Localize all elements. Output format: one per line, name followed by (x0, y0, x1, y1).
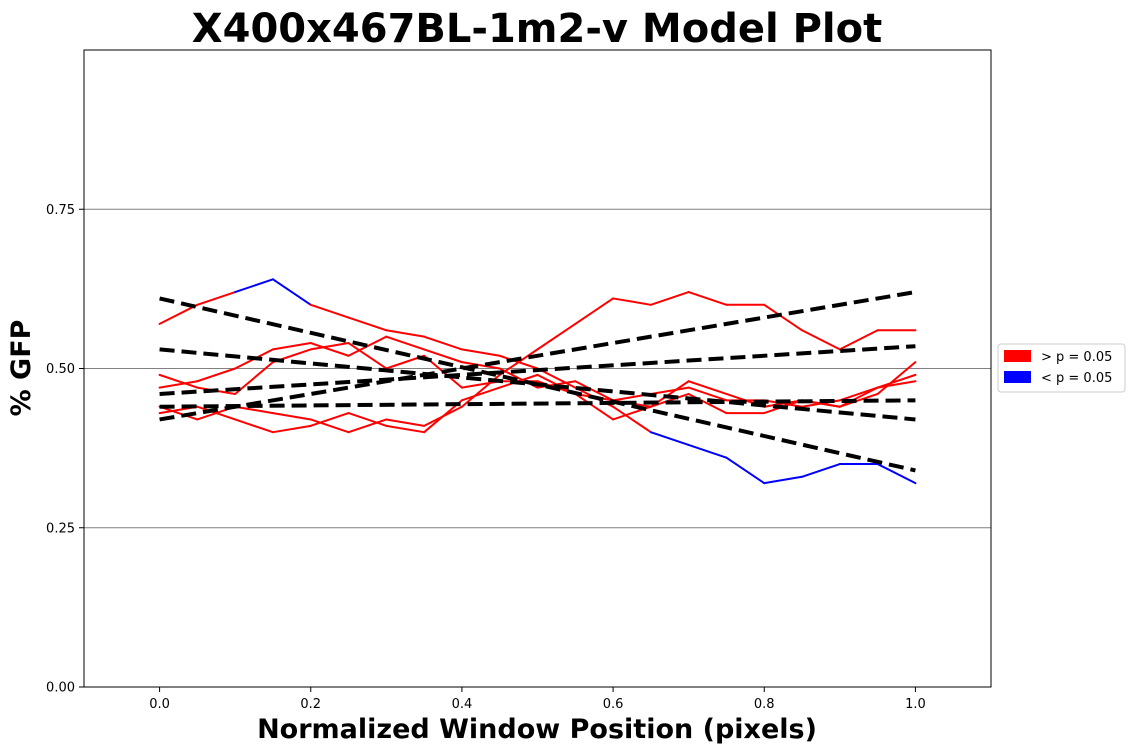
legend-label-1: < p = 0.05 (1041, 371, 1112, 386)
series-1-segment-3 (271, 412, 312, 421)
series-2-segment-2 (234, 361, 274, 395)
series-2-segment-4 (309, 342, 350, 351)
series-0-segment-16 (763, 475, 804, 485)
series-0-segment-6 (385, 329, 426, 338)
fit-line-2 (159, 290, 916, 422)
series-1-segment-13 (649, 291, 690, 306)
series-1-segment-14 (687, 291, 728, 306)
series-0-segment-5 (347, 316, 388, 332)
series-4-segment-0 (158, 380, 199, 389)
series-1-segment-5 (347, 418, 388, 434)
series-3-segment-3 (271, 424, 312, 434)
legend-label-0: > p = 0.05 (1041, 350, 1112, 365)
series-1-segment-12 (612, 297, 652, 306)
series-3-segment-8 (460, 386, 501, 402)
series-4-segment-4 (309, 342, 350, 357)
series-3-segment-11 (574, 392, 615, 421)
series-1-segment-16 (763, 303, 804, 332)
x-tick-label-1: 0.2 (300, 697, 321, 712)
series-1-segment-11 (574, 297, 615, 325)
y-axis-label: % GFP (6, 320, 37, 417)
series-4-segment-11 (574, 380, 615, 402)
series-4-segment-14 (687, 386, 728, 402)
y-axis-ticks: 0.00 0.25 0.50 0.75 (46, 203, 84, 696)
series-0-segment-3 (271, 278, 312, 306)
series-4-segment-19 (876, 380, 917, 389)
fit-line-4 (159, 398, 916, 409)
series-0-segment-2 (234, 278, 274, 294)
series-1-segment-17 (801, 329, 841, 351)
series-0-segment-15 (725, 456, 766, 485)
y-tick-label-3: 0.75 (46, 203, 75, 218)
series-1-segment-10 (536, 322, 577, 351)
series-4-segment-18 (838, 386, 879, 402)
series-3-segment-4 (309, 412, 350, 427)
series-2-segment-18 (838, 386, 879, 408)
fit-line-1 (159, 347, 916, 422)
series-0-segment-13 (649, 431, 690, 446)
y-tick-label-0: 0.00 (46, 681, 75, 696)
series-2-segment-0 (158, 373, 199, 389)
x-axis-label: Normalized Window Position (pixels) (257, 714, 817, 745)
series-0-segment-7 (423, 335, 463, 351)
chart-title: X400x467BL-1m2-v Model Plot (192, 6, 882, 52)
series-3-segment-1 (196, 405, 237, 421)
series-0-segment-17 (801, 463, 841, 478)
fit-line-3 (159, 344, 916, 396)
x-tick-label-4: 0.8 (754, 697, 775, 712)
x-tick-label-3: 0.6 (603, 697, 624, 712)
series-3-segment-5 (347, 412, 388, 427)
series-4-segment-7 (423, 348, 463, 364)
series-4-segment-5 (347, 335, 388, 357)
series-1-segment-0 (158, 405, 199, 421)
fit-lines-group (159, 290, 916, 473)
series-0-segment-14 (687, 443, 728, 459)
series-4-segment-3 (271, 342, 312, 351)
series-0-segment-1 (196, 291, 237, 306)
series-4-segment-6 (385, 335, 426, 351)
series-4-segment-16 (763, 399, 804, 408)
x-axis-ticks: 0.0 0.2 0.4 0.6 0.8 1.0 (149, 687, 926, 712)
series-4-segment-13 (649, 386, 690, 395)
series-1-segment-4 (309, 418, 350, 434)
series-4-segment-8 (460, 361, 501, 370)
legend-swatch-0 (1004, 350, 1031, 362)
legend: > p = 0.05 < p = 0.05 (997, 343, 1126, 393)
series-0-segment-4 (309, 303, 350, 319)
series-3-segment-6 (385, 424, 426, 434)
series-2-segment-5 (347, 342, 388, 370)
series-4-segment-1 (196, 367, 237, 383)
x-tick-label-5: 1.0 (905, 697, 926, 712)
series-0-segment-0 (158, 303, 199, 325)
x-tick-label-0: 0.0 (149, 697, 170, 712)
series-3-segment-13 (649, 392, 690, 408)
series-1-segment-2 (234, 405, 274, 415)
series-1-segment-18 (838, 329, 879, 351)
series-0-segment-12 (612, 405, 652, 434)
series-2-segment-19 (876, 373, 917, 389)
y-tick-label-1: 0.25 (46, 521, 75, 536)
series-3-segment-2 (234, 418, 274, 434)
series-2-segment-14 (687, 380, 728, 395)
series-3-segment-19 (876, 361, 917, 395)
x-tick-label-2: 0.4 (452, 697, 473, 712)
legend-swatch-1 (1004, 371, 1031, 383)
series-3-segment-18 (838, 392, 879, 408)
series-0-segment-19 (876, 463, 917, 485)
y-tick-label-2: 0.50 (46, 362, 75, 377)
series-0-segment-8 (460, 348, 501, 357)
series-1-segment-6 (385, 418, 426, 427)
